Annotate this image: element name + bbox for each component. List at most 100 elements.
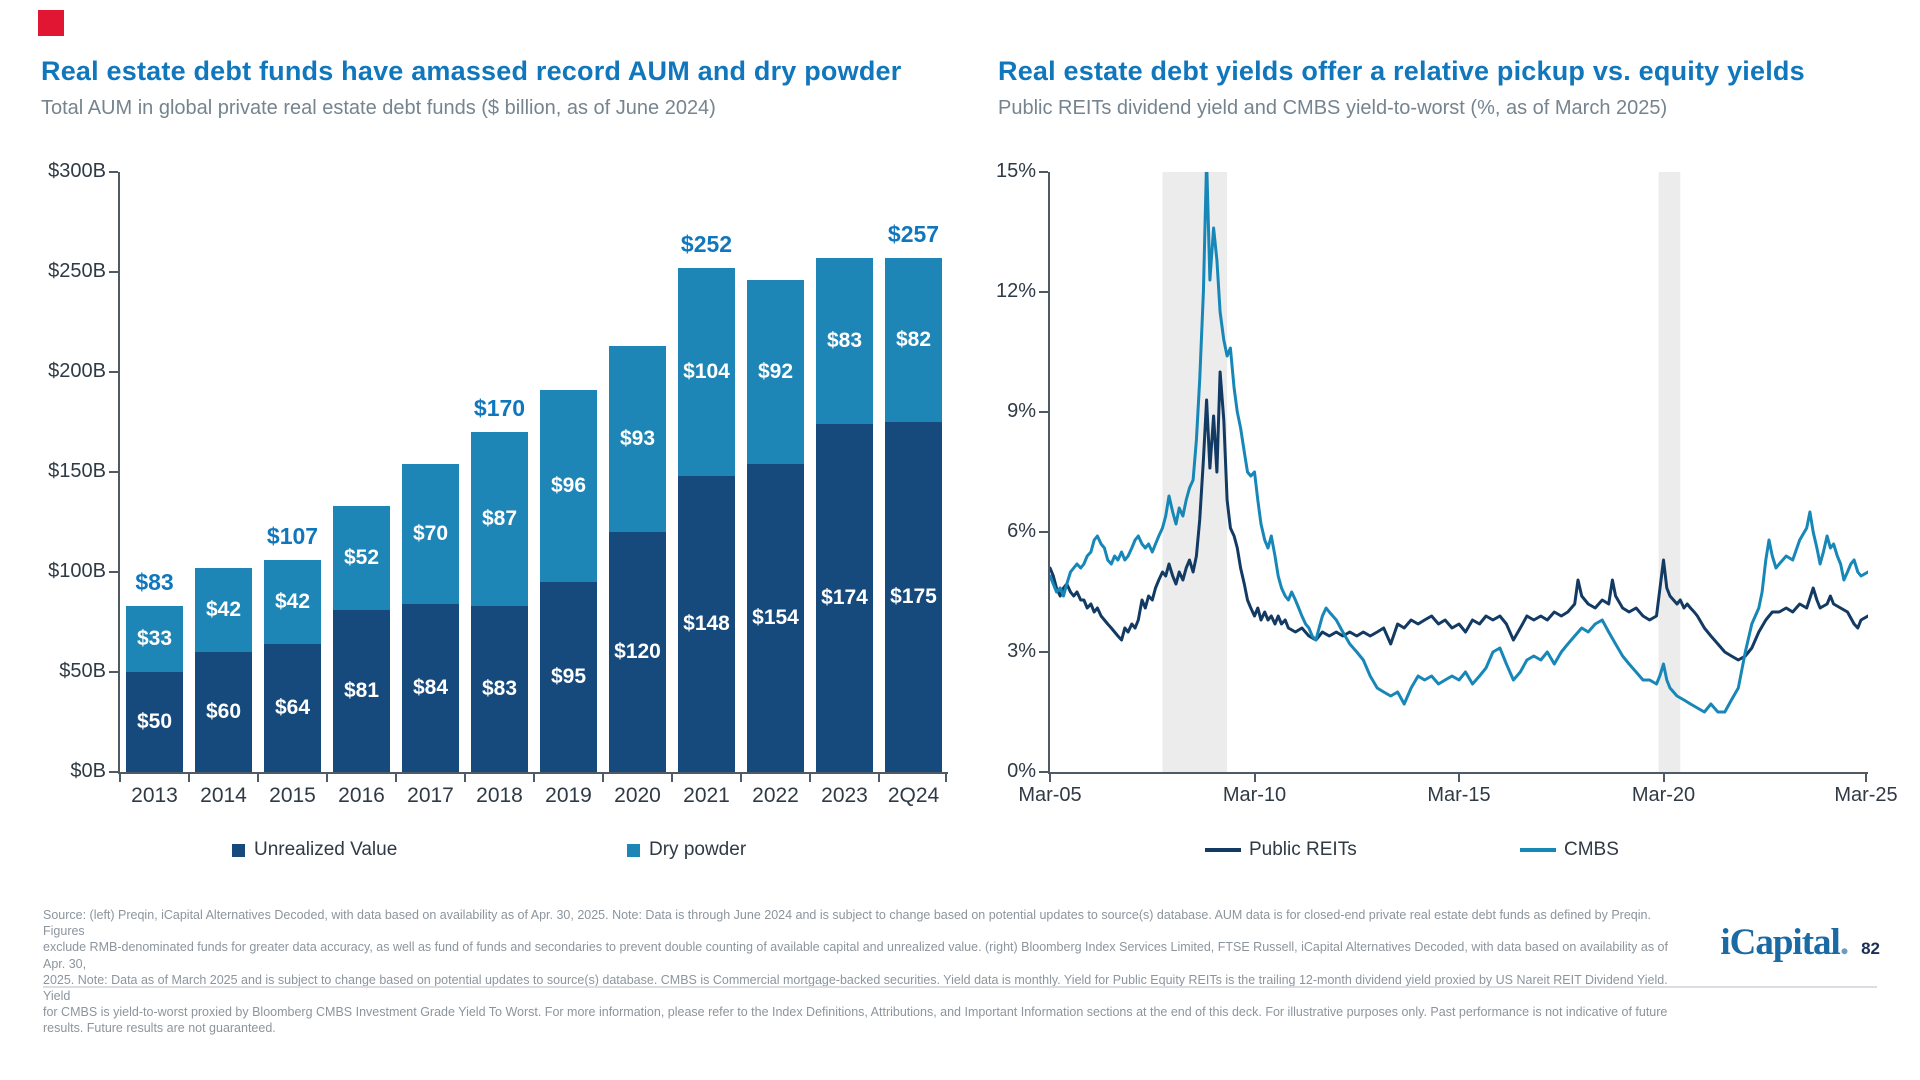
segment-value-label: $154 [752,606,799,629]
dry-powder-segment: $83 [816,258,873,424]
bar-2020: $93 $120 2020 [603,172,672,807]
icapital-logo: iCapital. 82 [1720,921,1880,964]
bar-2021: $104 $148 $252 2021 [672,172,741,807]
segment-value-label: $96 [550,474,587,497]
segment-value-label: $175 [890,585,937,608]
left-chart-subtitle: Total AUM in global private real estate … [41,97,716,119]
source-footnote: Source: (left) Preqin, iCapital Alternat… [43,907,1678,1037]
bar-total-label: $252 [680,231,733,257]
bar-2019: $96 $95 2019 [534,172,603,807]
legend-item-public-reits: Public REITs [1205,839,1357,861]
segment-value-label: $83 [826,329,863,352]
y-tick [109,771,118,773]
dry-powder-segment: $87 [471,432,528,606]
dry-powder-segment: $96 [540,390,597,582]
x-tick [1253,774,1256,782]
x-axis-tick-label: 2022 [752,784,799,807]
y-tick [109,371,118,373]
segment-value-label: $64 [274,696,311,719]
x-axis-tick-label: 2015 [269,784,316,807]
y-tick [109,271,118,273]
unrealized-value-segment: $120 [609,532,666,772]
unrealized-value-segment: $148 [678,476,735,772]
unrealized-value-segment: $154 [747,464,804,772]
y-tick [109,471,118,473]
segment-value-label: $42 [205,598,242,621]
y-axis-tick-label: $250B [48,260,106,282]
y-axis-tick-label: $100B [48,560,106,582]
x-tick [119,774,121,782]
segment-value-label: $50 [136,710,173,733]
bar-total-label: $170 [473,395,526,421]
x-axis-tick-label: Mar-20 [1631,784,1696,806]
y-tick [1039,531,1048,533]
bar-2015: $42 $64 $107 2015 [258,172,327,807]
y-axis-tick-label: $0B [70,760,106,782]
right-chart-title: Real estate debt yields offer a relative… [998,56,1805,86]
y-axis-tick-label: 9% [1007,400,1036,422]
legend-label: CMBS [1564,839,1619,860]
segment-value-label: $83 [481,677,518,700]
x-axis-tick-label: Mar-05 [1018,784,1082,806]
x-tick [809,774,811,782]
icapital-logo-period: . [1839,922,1850,963]
segment-value-label: $87 [481,507,518,530]
dry-powder-segment: $93 [609,346,666,532]
y-tick [1039,291,1048,293]
cmbs-line-swatch [1520,848,1556,852]
segment-value-label: $95 [550,665,587,688]
x-axis-tick-label: Mar-10 [1222,784,1287,806]
recession-band [1658,172,1681,772]
dry-powder-swatch [627,843,640,857]
y-tick [1039,771,1048,773]
bar-2022: $92 $154 2022 [741,172,810,807]
segment-value-label: $104 [683,360,730,383]
legend-item-cmbs: CMBS [1520,839,1619,861]
page-number: 82 [1861,939,1880,958]
x-tick [671,774,673,782]
dry-powder-segment: $52 [333,506,390,610]
segment-value-label: $84 [412,676,449,699]
legend-item-unrealized-value: Unrealized Value [232,839,397,861]
footnote-line: results. Future results are not guarante… [43,1021,276,1036]
unrealized-value-segment: $95 [540,582,597,772]
segment-value-label: $52 [343,546,380,569]
bar-total-label: $107 [266,523,319,549]
x-tick [533,774,535,782]
x-axis-tick-label: 2018 [476,784,523,807]
unrealized-value-segment: $175 [885,422,942,772]
unrealized-value-segment: $50 [126,672,183,772]
dry-powder-segment: $33 [126,606,183,672]
segment-value-label: $60 [205,700,242,723]
x-tick [945,774,947,782]
segment-value-label: $42 [274,590,311,613]
bar-2016: $52 $81 2016 [327,172,396,807]
x-axis-tick-label: 2023 [821,784,868,807]
dry-powder-segment: $104 [678,268,735,476]
x-tick [740,774,742,782]
footnote-line: 2025. Note: Data as of March 2025 and is… [43,972,1668,1004]
y-axis-tick-label: $150B [48,460,106,482]
y-axis-tick-label: 12% [995,280,1036,302]
segment-value-label: $93 [619,427,656,450]
bar-2023: $83 $174 2023 [810,172,879,807]
legend-label: Unrealized Value [254,839,398,860]
y-tick [1039,411,1048,413]
x-tick [1458,774,1460,782]
bar-total-label: $257 [887,221,940,247]
dry-powder-segment: $92 [747,280,804,464]
left-bar-chart-plot: $33 $50 $83 2013 $42 $60 2014 $42 $64 $107 2015 $52… [118,172,948,807]
x-tick [326,774,328,782]
bar-group: $33 $50 $83 2013 $42 $60 2014 $42 $64 $107 2015 $52… [120,172,948,807]
right-chart-subtitle: Public REITs dividend yield and CMBS yie… [998,97,1668,119]
left-chart-title: Real estate debt funds have amassed reco… [41,56,902,86]
bar-2013: $33 $50 $83 2013 [120,172,189,807]
y-tick [109,571,118,573]
dry-powder-segment: $42 [195,568,252,652]
y-axis-tick-label: 0% [1007,760,1036,782]
y-axis-tick-label: 3% [1007,640,1036,662]
y-axis-tick-label: $50B [59,660,106,682]
unrealized-value-segment: $84 [402,604,459,772]
brand-accent-square [38,10,64,36]
